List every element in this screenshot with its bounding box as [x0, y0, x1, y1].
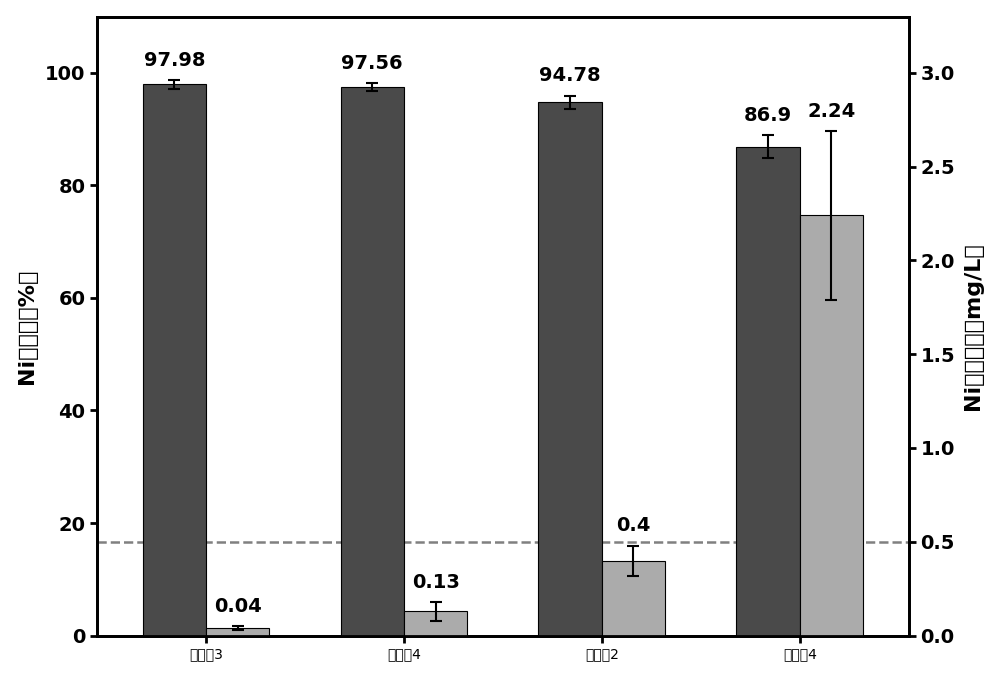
- Text: 97.98: 97.98: [144, 51, 205, 70]
- Bar: [404, 611, 467, 635]
- Text: 0.13: 0.13: [412, 573, 460, 592]
- Text: 86.9: 86.9: [744, 106, 792, 125]
- Bar: [341, 87, 404, 635]
- Text: 97.56: 97.56: [341, 54, 403, 73]
- Y-axis label: Ni去除率（%）: Ni去除率（%）: [17, 268, 37, 384]
- Y-axis label: Ni质量浓度（mg/L）: Ni质量浓度（mg/L）: [963, 242, 983, 410]
- Bar: [538, 102, 602, 635]
- Bar: [602, 561, 665, 635]
- Bar: [143, 84, 206, 635]
- Text: 2.24: 2.24: [807, 102, 856, 121]
- Text: 0.04: 0.04: [214, 597, 262, 616]
- Bar: [736, 146, 800, 635]
- Bar: [206, 628, 269, 635]
- Text: 0.4: 0.4: [616, 517, 651, 536]
- Bar: [800, 216, 863, 635]
- Text: 94.78: 94.78: [539, 66, 601, 85]
